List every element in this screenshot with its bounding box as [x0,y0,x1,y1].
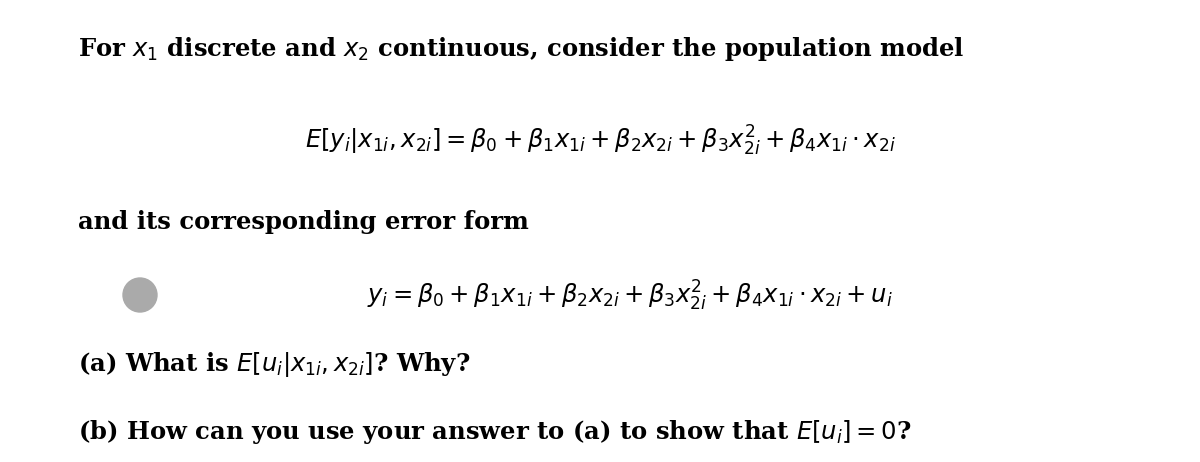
Ellipse shape [124,278,157,312]
Text: and its corresponding error form: and its corresponding error form [78,210,529,234]
Text: For $x_1$ discrete and $x_2$ continuous, consider the population model: For $x_1$ discrete and $x_2$ continuous,… [78,35,965,62]
Text: (b) How can you use your answer to (a) to show that $E[u_i] = 0$?: (b) How can you use your answer to (a) t… [78,418,912,446]
Text: (a) What is $E[u_i|x_{1i}, x_{2i}]$? Why?: (a) What is $E[u_i|x_{1i}, x_{2i}]$? Why… [78,351,470,379]
Text: $E[y_i|x_{1i}, x_{2i}] = \beta_0 + \beta_1 x_{1i} + \beta_2 x_{2i} + \beta_3 x_{: $E[y_i|x_{1i}, x_{2i}] = \beta_0 + \beta… [305,124,895,158]
Text: $y_i = \beta_0 + \beta_1 x_{1i} + \beta_2 x_{2i} + \beta_3 x_{2i}^2 + \beta_4 x_: $y_i = \beta_0 + \beta_1 x_{1i} + \beta_… [367,279,893,313]
